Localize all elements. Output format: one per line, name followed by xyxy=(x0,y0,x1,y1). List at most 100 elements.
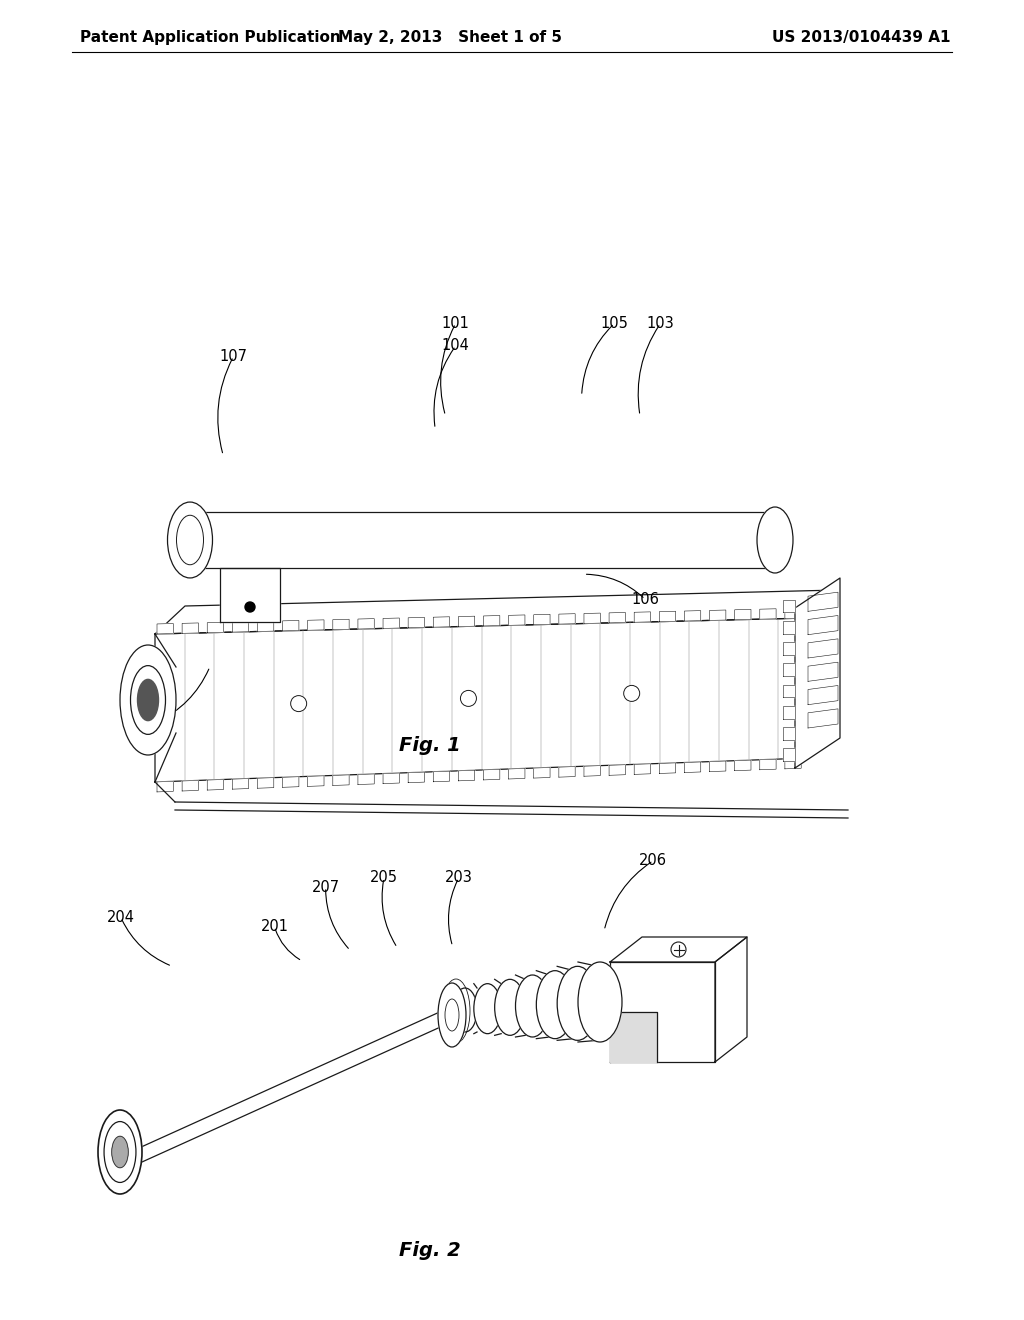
Polygon shape xyxy=(715,937,746,1063)
Polygon shape xyxy=(559,767,575,777)
Polygon shape xyxy=(610,937,746,962)
Circle shape xyxy=(671,942,686,957)
Circle shape xyxy=(245,602,255,612)
Polygon shape xyxy=(190,512,775,568)
Polygon shape xyxy=(257,777,273,788)
Text: US 2013/0104439 A1: US 2013/0104439 A1 xyxy=(771,30,950,45)
Polygon shape xyxy=(783,727,795,739)
Polygon shape xyxy=(257,622,273,631)
Polygon shape xyxy=(684,611,700,620)
Polygon shape xyxy=(358,619,374,630)
Polygon shape xyxy=(634,612,650,622)
Polygon shape xyxy=(307,776,324,787)
Polygon shape xyxy=(509,768,525,779)
Polygon shape xyxy=(710,610,726,620)
Text: 107: 107 xyxy=(219,348,248,364)
Polygon shape xyxy=(808,663,838,681)
Polygon shape xyxy=(684,762,700,772)
Polygon shape xyxy=(808,593,838,611)
Polygon shape xyxy=(584,766,600,776)
Polygon shape xyxy=(659,611,676,622)
Polygon shape xyxy=(795,578,840,768)
Ellipse shape xyxy=(445,999,459,1031)
Text: May 2, 2013   Sheet 1 of 5: May 2, 2013 Sheet 1 of 5 xyxy=(338,30,562,45)
Ellipse shape xyxy=(104,1122,136,1183)
Polygon shape xyxy=(207,622,223,632)
Text: 102: 102 xyxy=(139,715,168,731)
Polygon shape xyxy=(634,764,650,775)
Polygon shape xyxy=(710,762,726,772)
Text: 101: 101 xyxy=(441,315,470,331)
Ellipse shape xyxy=(137,680,159,721)
Polygon shape xyxy=(610,1012,657,1063)
Text: 103: 103 xyxy=(646,315,675,331)
Ellipse shape xyxy=(176,515,204,565)
Polygon shape xyxy=(659,763,676,774)
Text: 207: 207 xyxy=(311,879,340,895)
Polygon shape xyxy=(783,748,795,762)
Polygon shape xyxy=(760,609,776,619)
Polygon shape xyxy=(157,623,173,634)
Circle shape xyxy=(624,685,640,701)
Polygon shape xyxy=(609,764,626,775)
Polygon shape xyxy=(808,685,838,705)
Polygon shape xyxy=(559,614,575,624)
Polygon shape xyxy=(232,779,249,789)
Circle shape xyxy=(291,696,306,711)
Polygon shape xyxy=(459,616,475,627)
Polygon shape xyxy=(155,590,838,634)
Polygon shape xyxy=(307,620,324,630)
Polygon shape xyxy=(734,760,751,771)
Ellipse shape xyxy=(438,983,466,1047)
Polygon shape xyxy=(433,616,450,627)
Text: Fig. 1: Fig. 1 xyxy=(399,737,461,755)
Polygon shape xyxy=(383,774,399,784)
Ellipse shape xyxy=(578,962,622,1041)
Polygon shape xyxy=(283,776,299,787)
Polygon shape xyxy=(333,619,349,630)
Polygon shape xyxy=(808,709,838,729)
Polygon shape xyxy=(283,620,299,631)
Polygon shape xyxy=(784,609,801,619)
Polygon shape xyxy=(207,780,223,791)
Polygon shape xyxy=(509,615,525,626)
Polygon shape xyxy=(483,770,500,780)
Polygon shape xyxy=(760,759,776,770)
Polygon shape xyxy=(122,1008,453,1168)
Circle shape xyxy=(461,690,476,706)
Ellipse shape xyxy=(98,1110,142,1195)
Polygon shape xyxy=(783,642,795,655)
Polygon shape xyxy=(610,962,715,1063)
Polygon shape xyxy=(459,771,475,781)
Polygon shape xyxy=(783,663,795,676)
Polygon shape xyxy=(383,618,399,628)
Polygon shape xyxy=(483,615,500,626)
Polygon shape xyxy=(783,599,795,612)
Ellipse shape xyxy=(120,645,176,755)
Polygon shape xyxy=(333,775,349,785)
Polygon shape xyxy=(155,618,808,781)
Polygon shape xyxy=(182,780,199,791)
Text: 106: 106 xyxy=(631,591,659,607)
Polygon shape xyxy=(409,618,425,628)
Polygon shape xyxy=(808,639,838,657)
Text: 202: 202 xyxy=(615,1024,644,1040)
Text: 205: 205 xyxy=(370,870,398,886)
Polygon shape xyxy=(534,767,550,777)
Polygon shape xyxy=(433,771,450,781)
Ellipse shape xyxy=(453,987,477,1032)
Polygon shape xyxy=(609,612,626,623)
Ellipse shape xyxy=(757,507,793,573)
Text: 206: 206 xyxy=(639,853,668,869)
Ellipse shape xyxy=(495,979,525,1035)
Polygon shape xyxy=(534,614,550,624)
Polygon shape xyxy=(808,590,838,758)
Text: 201: 201 xyxy=(260,919,289,935)
Polygon shape xyxy=(220,568,280,622)
Ellipse shape xyxy=(515,975,550,1038)
Text: Fig. 2: Fig. 2 xyxy=(399,1241,461,1259)
Ellipse shape xyxy=(557,966,598,1040)
Polygon shape xyxy=(783,685,795,697)
Text: 204: 204 xyxy=(106,909,135,925)
Polygon shape xyxy=(784,758,801,768)
